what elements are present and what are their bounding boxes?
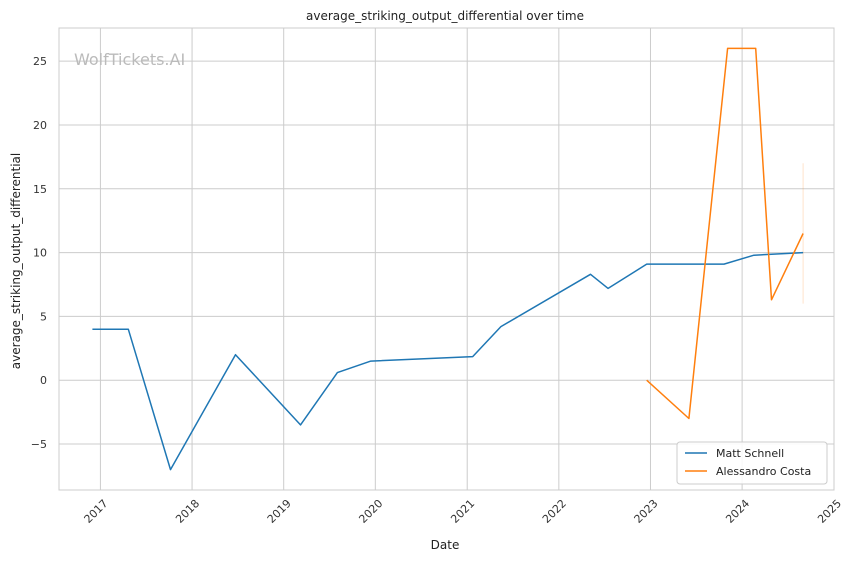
y-tick-label: 25: [33, 55, 47, 68]
y-axis-label: average_striking_output_differential: [9, 153, 23, 369]
x-axis-label: Date: [431, 538, 460, 552]
legend-label-alessandro-costa: Alessandro Costa: [716, 465, 811, 478]
legend: Matt Schnell Alessandro Costa: [676, 441, 828, 485]
legend-box: [676, 441, 828, 485]
watermark: WolfTickets.AI: [74, 50, 185, 69]
y-tick-label: 20: [33, 119, 47, 132]
y-tick-label: 15: [33, 183, 47, 196]
series-line-matt-schnell: [92, 251, 804, 471]
y-tick-label: 0: [40, 374, 47, 387]
series-lines: [92, 47, 804, 471]
y-tick-label: 5: [40, 310, 47, 323]
legend-label-matt-schnell: Matt Schnell: [716, 447, 784, 460]
y-tick-label: 10: [33, 247, 47, 260]
plot-frame: [58, 27, 835, 491]
y-axis-ticks: −5 0 5 10 15 20 25: [31, 55, 47, 451]
y-tick-label: −5: [31, 438, 47, 451]
chart-title: average_striking_output_differential ove…: [306, 9, 584, 23]
series-line-alessandro-costa: [646, 47, 804, 420]
